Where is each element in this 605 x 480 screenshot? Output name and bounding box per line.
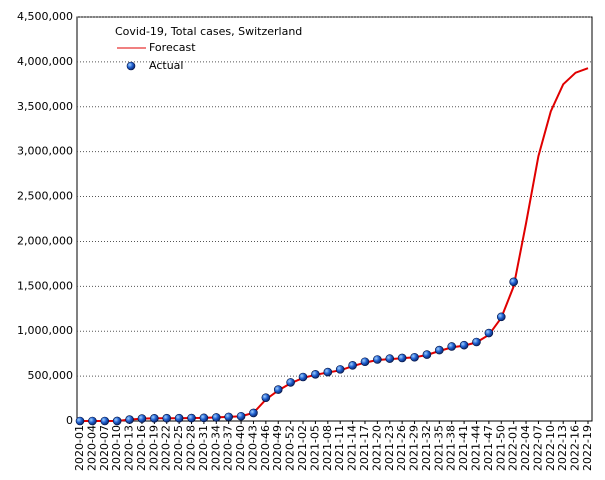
x-tick-label: 2020-28 bbox=[185, 425, 198, 471]
y-tick-label: 1,000,000 bbox=[17, 324, 73, 337]
actual-point bbox=[348, 361, 357, 370]
actual-point bbox=[323, 367, 333, 377]
legend-label: Forecast bbox=[149, 41, 196, 54]
x-tick-label: 2020-52 bbox=[284, 425, 297, 471]
x-tick-label: 2020-40 bbox=[234, 425, 247, 471]
actual-point bbox=[360, 357, 370, 367]
actual-point bbox=[335, 365, 345, 374]
x-tick-label: 2020-43 bbox=[246, 425, 259, 471]
x-tick-label: 2022-16 bbox=[569, 425, 582, 471]
plot-frame bbox=[76, 16, 593, 422]
actual-point bbox=[174, 413, 184, 423]
actual-point bbox=[459, 340, 469, 350]
actual-point bbox=[125, 415, 134, 424]
actual-point bbox=[273, 385, 283, 394]
actual-point bbox=[137, 414, 147, 423]
x-tick-label: 2021-32 bbox=[420, 425, 433, 471]
actual-point bbox=[447, 342, 457, 351]
actual-point bbox=[224, 412, 233, 422]
x-tick-label: 2021-17 bbox=[358, 425, 371, 471]
x-tick-label: 2021-02 bbox=[296, 425, 309, 471]
actual-point bbox=[311, 370, 320, 379]
x-tick-label: 2021-05 bbox=[308, 425, 321, 471]
actual-point bbox=[261, 393, 271, 402]
x-tick-label: 2021-23 bbox=[383, 425, 396, 471]
actual-point bbox=[150, 414, 159, 423]
y-tick-label: 500,000 bbox=[28, 369, 74, 382]
actual-point bbox=[249, 408, 258, 418]
actual-point bbox=[112, 416, 122, 426]
y-tick-label: 1,500,000 bbox=[17, 279, 73, 292]
y-tick-label: 4,000,000 bbox=[17, 55, 73, 68]
x-tick-label: 2022-10 bbox=[544, 425, 557, 471]
x-tick-label: 2020-34 bbox=[209, 425, 222, 471]
actual-point bbox=[100, 416, 110, 426]
x-tick-label: 2020-07 bbox=[98, 425, 111, 471]
x-tick-label: 2021-44 bbox=[469, 425, 482, 471]
x-tick-label: 2022-07 bbox=[531, 425, 544, 471]
x-tick-label: 2020-04 bbox=[85, 425, 98, 471]
x-tick-label: 2020-49 bbox=[271, 425, 284, 471]
y-tick-label: 3,500,000 bbox=[17, 100, 73, 113]
actual-point bbox=[472, 337, 481, 347]
actual-point bbox=[496, 312, 506, 322]
x-tick-label: 2020-31 bbox=[197, 425, 210, 471]
legend-marker bbox=[126, 61, 136, 71]
x-tick-label: 2021-08 bbox=[321, 425, 334, 471]
x-tick-label: 2021-41 bbox=[457, 425, 470, 471]
x-tick-label: 2021-26 bbox=[395, 425, 408, 471]
actual-point bbox=[187, 413, 196, 423]
x-tick-label: 2022-04 bbox=[519, 425, 532, 471]
chart-title: Covid-19, Total cases, Switzerland bbox=[115, 25, 302, 38]
x-tick-label: 2021-50 bbox=[494, 425, 507, 471]
actual-point bbox=[422, 350, 432, 359]
actual-point bbox=[236, 411, 246, 421]
x-tick-label: 2020-25 bbox=[172, 425, 185, 471]
actual-point bbox=[385, 354, 395, 363]
x-tick-label: 2021-20 bbox=[370, 425, 383, 471]
x-tick-label: 2022-19 bbox=[581, 425, 594, 471]
actual-point bbox=[75, 416, 85, 426]
actual-point bbox=[373, 355, 382, 364]
actual-point bbox=[88, 416, 97, 426]
x-tick-label: 2022-13 bbox=[556, 425, 569, 471]
y-tick-label: 3,000,000 bbox=[17, 145, 73, 158]
actual-point bbox=[397, 353, 407, 363]
x-tick-label: 2020-19 bbox=[147, 425, 160, 471]
x-tick-label: 2021-14 bbox=[346, 425, 359, 471]
y-tick-label: 2,500,000 bbox=[17, 190, 73, 203]
actual-point bbox=[211, 413, 221, 422]
actual-point bbox=[435, 345, 444, 355]
actual-point bbox=[298, 372, 308, 382]
y-tick-label: 0 bbox=[66, 414, 73, 427]
x-tick-label: 2022-01 bbox=[507, 425, 520, 471]
legend-label: Actual bbox=[149, 59, 183, 72]
actual-point bbox=[286, 378, 295, 387]
x-tick-label: 2021-11 bbox=[333, 425, 346, 471]
x-tick-label: 2020-37 bbox=[222, 425, 235, 471]
x-tick-label: 2020-13 bbox=[123, 425, 136, 471]
x-tick-label: 2021-38 bbox=[445, 425, 458, 471]
x-tick-label: 2020-01 bbox=[73, 425, 86, 471]
x-tick-label: 2021-29 bbox=[408, 425, 421, 471]
actual-point bbox=[410, 352, 419, 362]
x-tick-label: 2020-46 bbox=[259, 425, 272, 471]
forecast-line bbox=[80, 67, 589, 422]
actual-point bbox=[199, 413, 209, 423]
x-tick-label: 2020-16 bbox=[135, 425, 148, 471]
actual-point bbox=[484, 328, 494, 338]
x-tick-label: 2021-35 bbox=[432, 425, 445, 471]
x-tick-label: 2020-22 bbox=[160, 425, 173, 471]
x-tick-label: 2021-47 bbox=[482, 425, 495, 471]
actual-point bbox=[509, 277, 518, 287]
x-tick-label: 2020-10 bbox=[110, 425, 123, 471]
y-tick-label: 2,000,000 bbox=[17, 234, 73, 247]
actual-point bbox=[162, 413, 172, 423]
y-tick-label: 4,500,000 bbox=[17, 10, 73, 23]
